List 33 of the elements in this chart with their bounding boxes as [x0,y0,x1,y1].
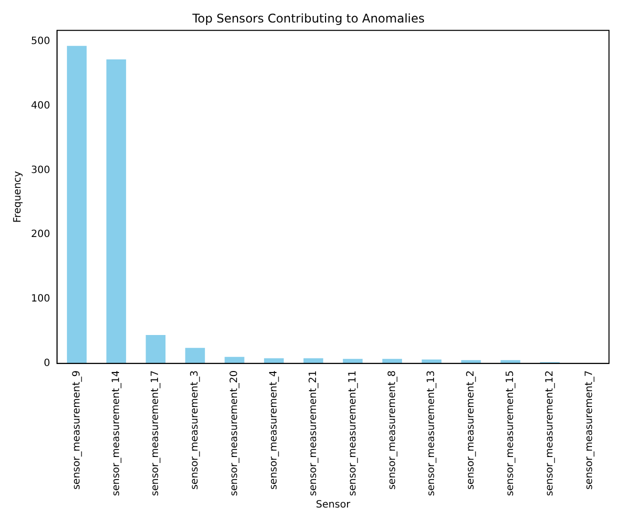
x-tick-label: sensor_measurement_14 [110,370,122,496]
x-tick-label: sensor_measurement_15 [505,370,516,496]
x-tick-label: sensor_measurement_3 [190,370,201,490]
y-tick-label: 200 [30,229,50,240]
chart-title: Top Sensors Contributing to Anomalies [191,11,425,26]
y-tick-label: 0 [44,358,50,369]
x-tick-label: sensor_measurement_17 [150,370,162,496]
bar [461,360,481,364]
y-tick-label: 300 [30,164,50,176]
y-tick-label: 500 [30,36,50,47]
y-tick-label: 100 [30,294,50,305]
x-tick-label: sensor_measurement_11 [347,370,358,496]
bar [66,46,87,364]
x-tick-label: sensor_measurement_2 [466,370,477,490]
bar [146,335,166,364]
bar [303,358,324,364]
x-tick-label: sensor_measurement_20 [229,370,240,496]
x-tick-label: sensor_measurement_12 [544,370,556,496]
bar [500,360,520,364]
x-axis-title: Sensor [316,500,352,511]
x-tick-label: sensor_measurement_4 [268,370,280,490]
bar [106,59,126,364]
y-tick-label: 400 [30,100,50,112]
x-tick-label: sensor_measurement_9 [71,370,82,490]
x-tick-label: sensor_measurement_8 [386,370,398,490]
x-tick-label: sensor_measurement_13 [426,370,438,496]
bar [185,348,205,364]
x-tick-label: sensor_measurement_21 [308,370,319,496]
bar [264,358,284,364]
y-axis-title: Frequency [12,170,24,223]
x-tick-label: sensor_measurement_7 [584,370,595,490]
bar [224,356,244,364]
bar [422,360,442,364]
